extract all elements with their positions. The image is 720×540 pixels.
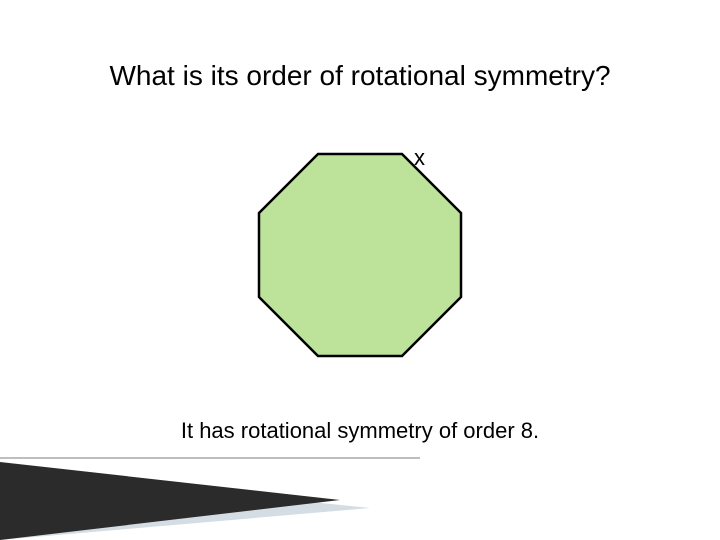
slide-decoration	[0, 450, 720, 540]
octagon-svg	[240, 135, 480, 375]
question-text: What is its order of rotational symmetry…	[0, 60, 720, 92]
vertex-marker: x	[414, 145, 425, 171]
wedge-dark	[0, 462, 340, 540]
octagon-polygon	[259, 154, 461, 356]
octagon-shape: x	[240, 135, 480, 375]
answer-text: It has rotational symmetry of order 8.	[0, 418, 720, 444]
